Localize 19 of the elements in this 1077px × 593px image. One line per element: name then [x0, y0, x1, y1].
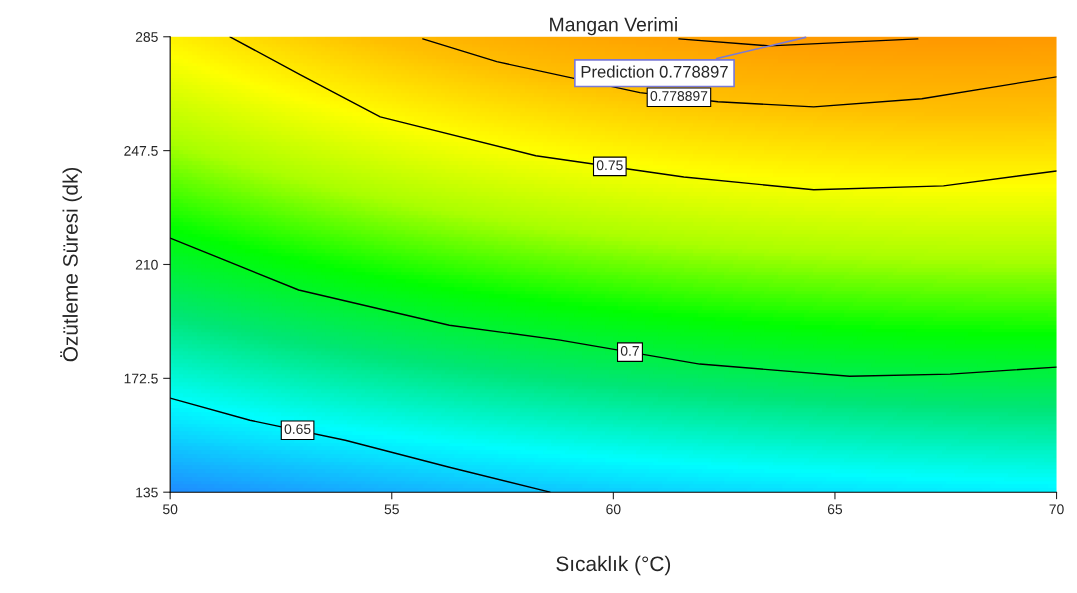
chart-title: Mangan Verimi [550, 17, 677, 36]
y-tick-label: 247.5 [124, 145, 158, 156]
series-label: 0.75 [596, 160, 623, 171]
x-tick-label: 50 [163, 504, 178, 515]
line-series [229, 36, 1057, 191]
series-label: 0.65 [284, 424, 311, 434]
y-tick-label: 285 [135, 32, 158, 42]
annotation: Prediction 0.778897 [581, 65, 728, 78]
x-tick-label: 70 [1049, 504, 1064, 515]
x-tick-label: 65 [827, 504, 843, 515]
series-label: 0.778897 [650, 91, 708, 101]
y-tick-label: 172.5 [124, 373, 158, 384]
x-tick-label: 55 [384, 504, 399, 515]
x-tick-label: 60 [606, 504, 621, 515]
y-tick-label: 135 [136, 487, 158, 498]
y-tick-label: 210 [135, 259, 158, 270]
y-axis-title: Özütleme Süresi (dk) [60, 167, 82, 362]
x-axis-title: Sıcaklık (°C) [556, 555, 671, 576]
series-label: 0.7 [620, 345, 639, 356]
